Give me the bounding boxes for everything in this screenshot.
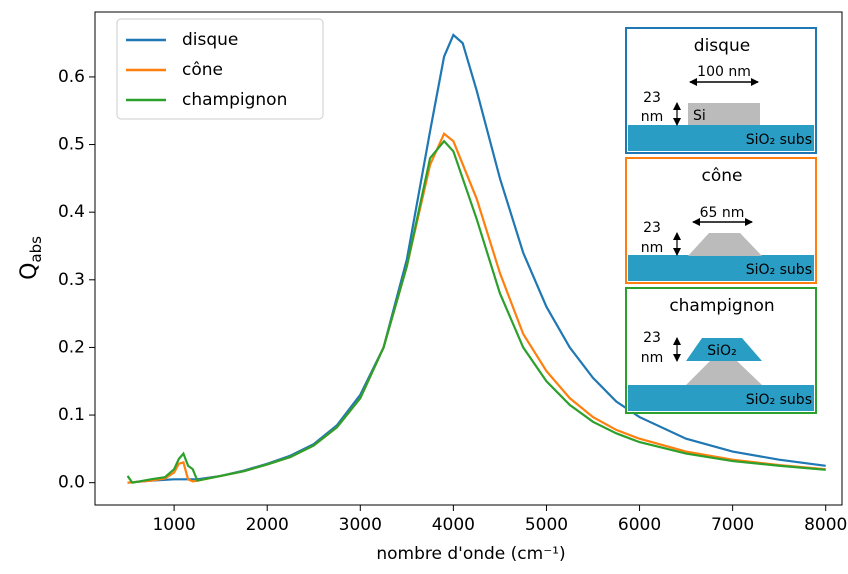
pillar [688,103,760,125]
y-tick-label: 0.0 [58,473,85,493]
x-tick-label: 5000 [525,515,568,535]
stem [686,361,762,385]
substrate-label: SiO₂ subs [746,392,812,408]
height-label: 23 [643,220,661,236]
y-axis-label: Qabs [17,236,45,280]
legend-label: disque [182,30,238,50]
x-tick-label: 2000 [246,515,289,535]
substrate-label: SiO₂ subs [746,132,812,148]
x-tick-label: 8000 [804,515,847,535]
material-label: SiO₂ [707,343,736,359]
material-label: Si [693,108,706,124]
inset-title: champignon [669,296,774,316]
y-tick-label: 0.1 [58,405,85,425]
y-tick-label: 0.6 [58,67,85,87]
inset-title: cône [702,166,743,186]
substrate-label: SiO₂ subs [746,262,812,278]
legend-box [116,18,324,120]
height-label: nm [641,350,664,366]
y-tick-label: 0.5 [58,135,85,155]
cap [686,338,762,361]
height-label: nm [641,109,664,125]
height-label: nm [641,240,664,256]
x-tick-label: 3000 [339,515,382,535]
y-tick-label: 0.2 [58,337,85,357]
y-tick-label: 0.4 [58,202,85,222]
x-tick-label: 6000 [618,515,661,535]
width-label: 100 nm [697,64,751,80]
substrate [628,125,814,151]
y-tick-label: 0.3 [58,270,85,290]
height-label: 23 [643,90,661,106]
legend-label: cône [182,60,223,80]
line-series [126,139,826,484]
width-label: 65 nm [700,205,745,221]
y-axis-label-main: Q [17,263,42,280]
legend-label: champignon [182,90,287,110]
x-axis-label: nombre d'onde (cm⁻¹) [376,544,565,564]
plot-frame [94,11,843,506]
cone [688,233,762,256]
inset-title: disque [694,36,750,56]
substrate [628,255,814,281]
x-tick-label: 1000 [152,515,195,535]
x-tick-label: 4000 [432,515,475,535]
x-tick-label: 7000 [711,515,754,535]
y-axis-label-sub: abs [27,236,45,263]
substrate [628,385,814,411]
height-label: 23 [643,330,661,346]
